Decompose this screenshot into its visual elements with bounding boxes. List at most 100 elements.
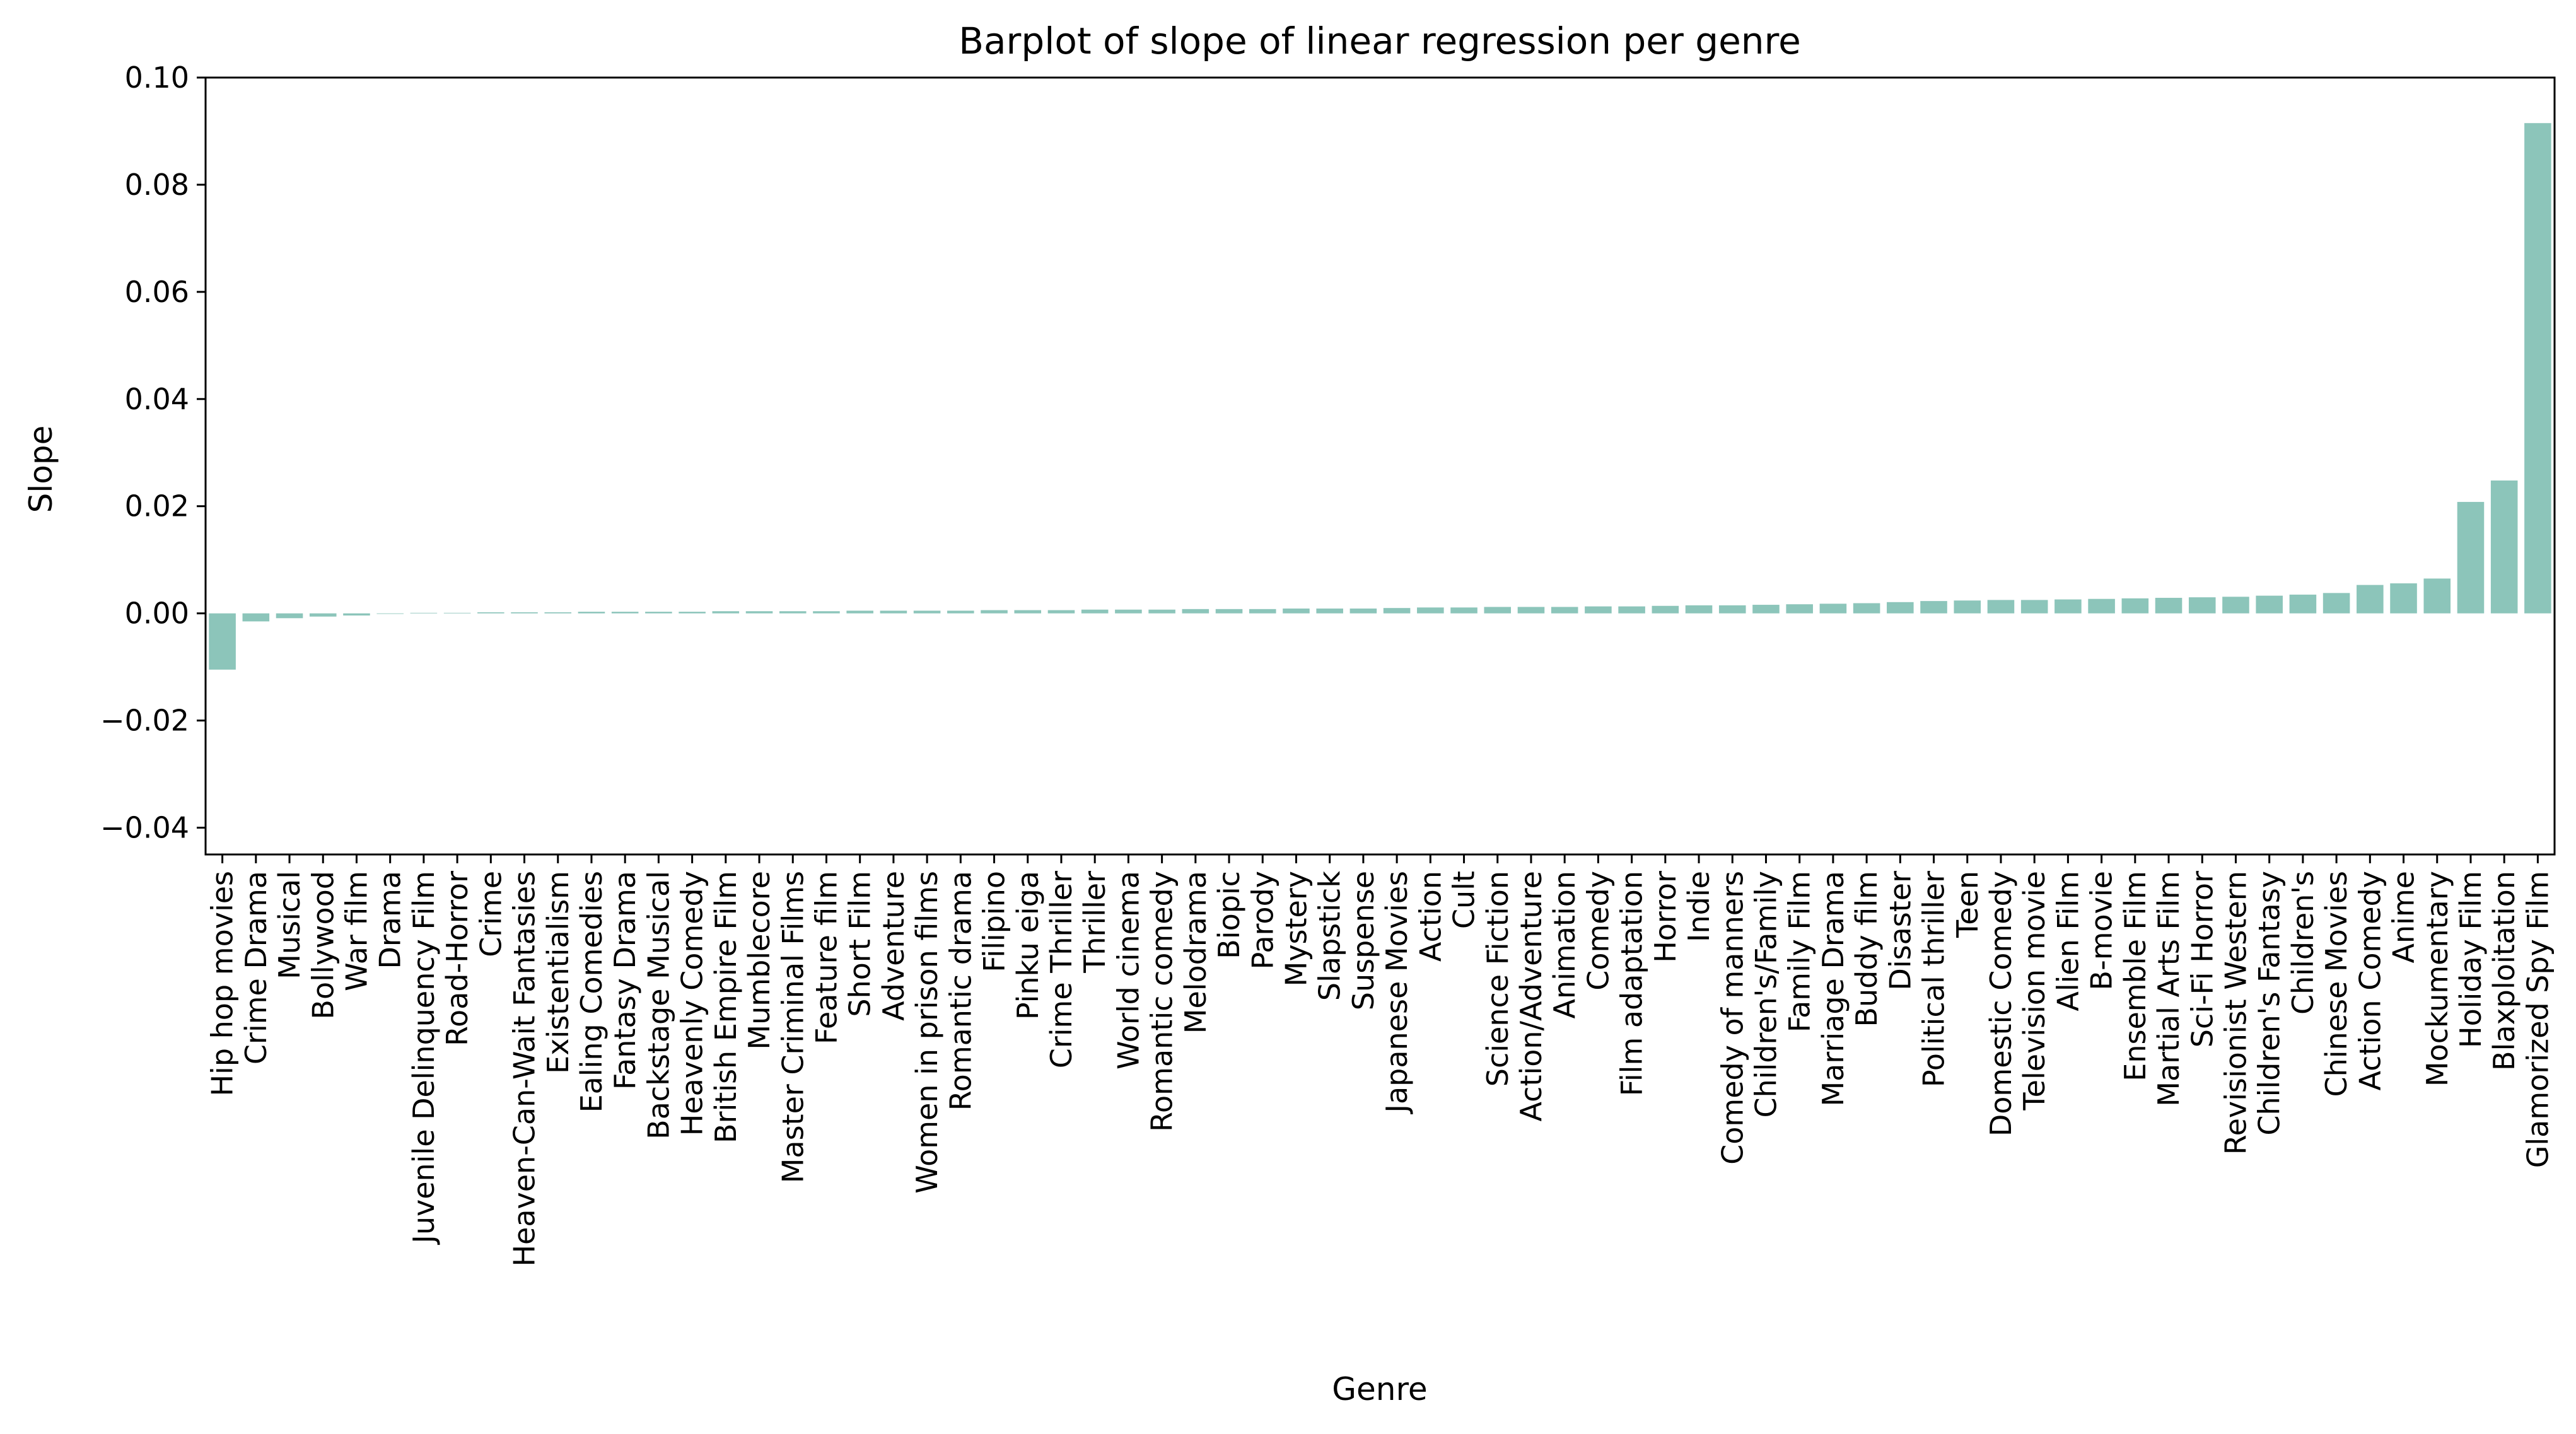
bar [1417, 607, 1444, 614]
bars-layer [209, 123, 2551, 670]
x-tick-label: Musical [272, 871, 306, 979]
x-tick-label: Family Film [1783, 871, 1817, 1032]
chart-title: Barplot of slope of linear regression pe… [959, 20, 1801, 62]
bar [2423, 578, 2451, 614]
bar [276, 613, 303, 619]
x-tick-label: Television movie [2017, 871, 2051, 1111]
x-tick-label: Romantic drama [943, 871, 977, 1110]
bar [1786, 604, 1813, 614]
x-tick-label: Heaven-Can-Wait Fantasies [508, 871, 542, 1267]
x-tick-label: Ensemble Film [2118, 871, 2152, 1081]
x-tick-label: Children's [2286, 871, 2320, 1015]
bar [209, 613, 236, 670]
x-tick-label: Master Criminal Films [776, 871, 810, 1183]
bar [2256, 595, 2283, 614]
x-tick-label: Adventure [877, 871, 911, 1021]
y-tick-label: 0.04 [125, 382, 189, 416]
x-tick-label: World cinema [1111, 871, 1145, 1070]
bar [846, 610, 873, 614]
x-tick-label: Romantic comedy [1145, 871, 1179, 1132]
bar [511, 612, 538, 614]
bar [1819, 603, 1847, 614]
x-tick-label: Mockumentary [2420, 871, 2454, 1087]
x-tick-label: Slapstick [1313, 871, 1347, 1001]
y-axis-ticks: −0.04 −0.02 0.00 0.02 0.04 0.06 0.08 0.10 [100, 61, 206, 845]
x-tick-label: Horror [1648, 871, 1682, 963]
bar [913, 610, 941, 614]
y-tick-label: 0.06 [125, 275, 189, 309]
bar [645, 612, 672, 614]
bar [443, 612, 471, 614]
x-tick-label: Indie [1682, 871, 1716, 942]
bar [981, 610, 1008, 614]
bar [1316, 609, 1343, 614]
x-tick-label: Anime [2387, 871, 2421, 964]
bar [2524, 123, 2551, 614]
bar [410, 612, 438, 614]
x-tick-label: Existentialism [541, 871, 575, 1074]
x-tick-label: Mystery [1279, 871, 1313, 986]
x-tick-label: Revisionist Western [2218, 871, 2253, 1155]
y-tick-label: 0.02 [125, 489, 189, 523]
x-tick-label: Ealing Comedies [574, 871, 609, 1112]
y-tick-label: −0.02 [100, 704, 189, 738]
x-tick-label: Bollywood [306, 871, 340, 1020]
bar [477, 612, 504, 614]
x-tick-label: Animation [1547, 871, 1582, 1019]
bar [2088, 598, 2115, 614]
x-tick-label: Fantasy Drama [608, 871, 642, 1090]
bar [1115, 609, 1142, 614]
bar [1987, 600, 2015, 614]
x-tick-label: Juvenile Delinquency Film [407, 871, 441, 1245]
x-tick-label: Filipino [977, 871, 1011, 972]
bar [1484, 607, 1512, 614]
x-tick-label: Glamorized Spy Film [2521, 871, 2555, 1168]
x-tick-label: Mumblecore [742, 871, 776, 1050]
x-tick-label: Women in prison films [910, 871, 944, 1194]
x-tick-label: Action [1413, 871, 1447, 962]
x-tick-label: Action/Adventure [1514, 871, 1548, 1122]
x-tick-label: Children's Fantasy [2253, 871, 2287, 1136]
x-tick-label: Children's/Family [1749, 871, 1783, 1118]
bar [2188, 597, 2216, 614]
x-tick-label: Domestic Comedy [1984, 871, 2018, 1136]
x-tick-label: Teen [1950, 871, 1984, 938]
x-tick-label: Parody [1245, 871, 1279, 969]
bar [1182, 609, 1209, 614]
x-tick-label: Melodrama [1179, 871, 1213, 1034]
bar [611, 612, 639, 614]
x-tick-label: Crime Thriller [1044, 871, 1078, 1068]
bar [679, 612, 706, 614]
bar [1685, 605, 1713, 614]
x-tick-label: Backstage Musical [641, 871, 675, 1140]
bar [343, 613, 370, 616]
bar [813, 611, 840, 614]
x-tick-label: Alien Film [2051, 871, 2085, 1011]
bar [1148, 609, 1175, 614]
x-tick-label: Holiday Film [2454, 871, 2488, 1048]
bar [1349, 609, 1377, 614]
x-tick-label: B-movie [2085, 871, 2119, 990]
x-tick-label: Martial Arts Film [2152, 871, 2186, 1107]
x-tick-label: Film adaptation [1615, 871, 1649, 1096]
y-tick-label: 0.00 [125, 597, 189, 631]
x-tick-label: Crime Drama [239, 871, 273, 1064]
plot-frame [204, 76, 2556, 856]
bar [1283, 609, 1310, 614]
bar [1618, 606, 1645, 614]
bar [1014, 610, 1042, 614]
bar [309, 613, 337, 617]
x-tick-label: Drama [373, 871, 407, 969]
bar [2054, 599, 2082, 614]
bar [2322, 593, 2350, 614]
bar [880, 610, 907, 614]
x-tick-label: Japanese Movies [1380, 871, 1414, 1115]
y-tick-label: 0.08 [125, 168, 189, 202]
bar [1383, 608, 1411, 614]
y-tick-label: −0.04 [100, 811, 189, 845]
bar [1215, 609, 1243, 614]
x-tick-label: Thriller [1078, 871, 1112, 974]
